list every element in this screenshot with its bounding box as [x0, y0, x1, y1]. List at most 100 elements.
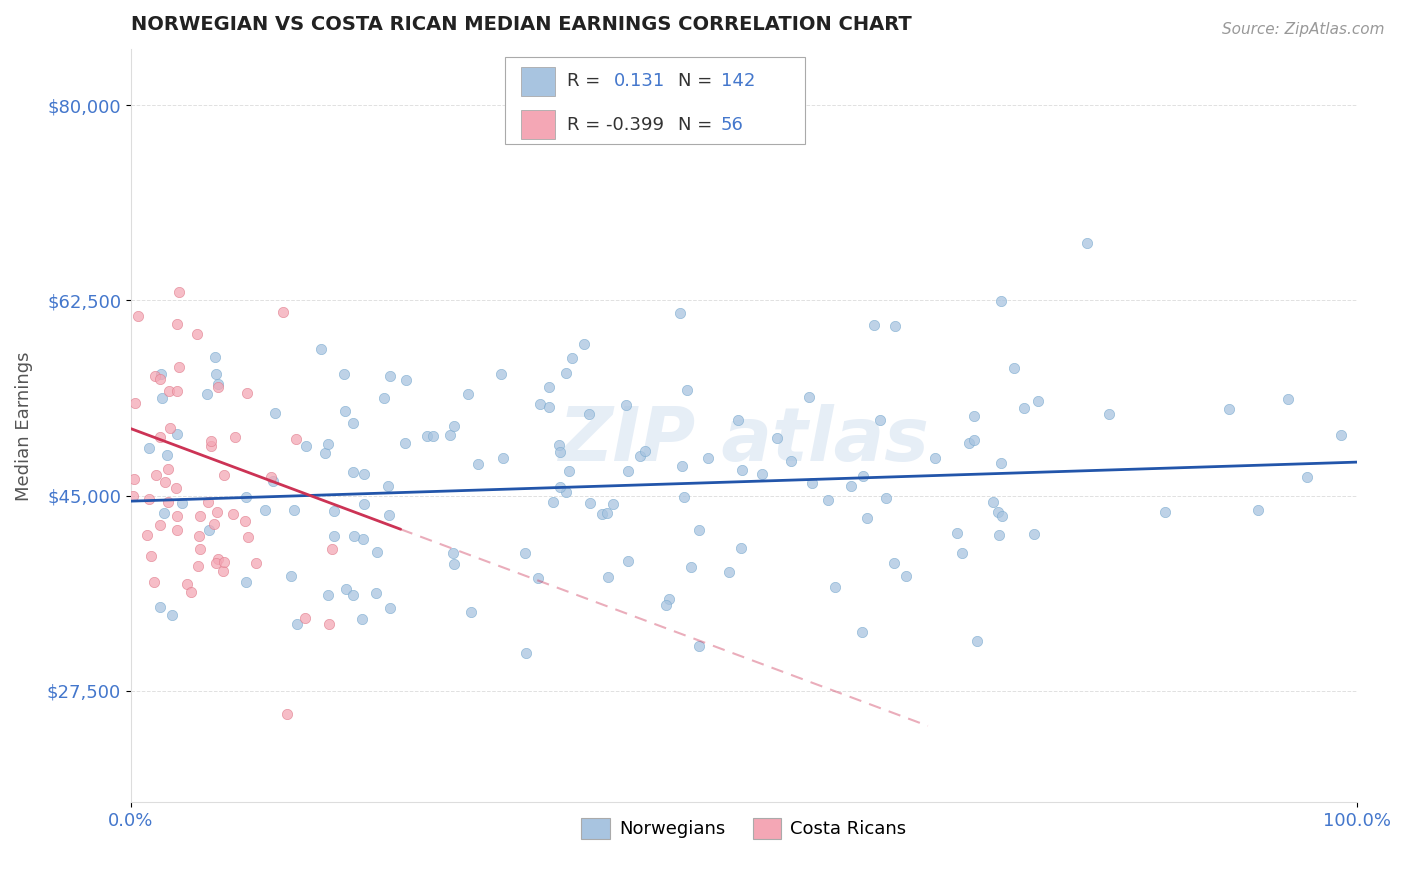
Point — [730, 463, 752, 477]
Point — [515, 646, 537, 660]
Point — [991, 509, 1014, 524]
Point — [800, 475, 823, 490]
Point — [1002, 361, 1025, 376]
Point — [212, 565, 235, 579]
Point — [342, 465, 364, 479]
Point — [558, 464, 581, 478]
Point — [204, 351, 226, 365]
Point — [869, 413, 891, 427]
Point — [851, 624, 873, 639]
Point — [284, 433, 307, 447]
Point — [212, 555, 235, 569]
Point — [333, 367, 356, 381]
Point — [541, 495, 564, 509]
Point — [135, 528, 157, 542]
Point — [1012, 401, 1035, 416]
Point — [166, 317, 188, 331]
Point — [333, 404, 356, 418]
Point — [212, 467, 235, 482]
Point — [988, 527, 1011, 541]
Point — [441, 546, 464, 560]
Point — [260, 470, 283, 484]
Point — [121, 489, 143, 503]
Point — [863, 318, 886, 333]
Point — [141, 549, 163, 563]
Legend: Norwegians, Costa Ricans: Norwegians, Costa Ricans — [574, 811, 914, 846]
Text: ZIP atlas: ZIP atlas — [558, 404, 929, 477]
Text: R = -0.399: R = -0.399 — [568, 115, 665, 134]
Point — [264, 406, 287, 420]
Point — [167, 359, 190, 374]
Point — [127, 310, 149, 324]
Point — [353, 467, 375, 481]
Point — [681, 559, 703, 574]
Point — [285, 617, 308, 632]
Point — [159, 420, 181, 434]
Point — [554, 366, 576, 380]
Point — [378, 368, 401, 383]
Point — [697, 450, 720, 465]
Point — [730, 541, 752, 555]
FancyBboxPatch shape — [505, 57, 806, 144]
Point — [204, 556, 226, 570]
Point — [149, 367, 172, 381]
Point — [366, 545, 388, 559]
Point — [165, 482, 187, 496]
Point — [378, 600, 401, 615]
Text: 142: 142 — [721, 72, 755, 90]
Point — [688, 639, 710, 653]
Point — [950, 546, 973, 560]
Point — [153, 507, 176, 521]
Point — [634, 444, 657, 458]
Point — [124, 395, 146, 409]
Point — [855, 511, 877, 525]
Point — [1076, 235, 1098, 250]
Point — [883, 557, 905, 571]
Point — [143, 575, 166, 590]
Point — [378, 508, 401, 522]
Point — [548, 438, 571, 452]
Point — [314, 446, 336, 460]
Point — [138, 441, 160, 455]
Text: N =: N = — [678, 115, 711, 134]
Point — [271, 305, 294, 319]
Point — [596, 506, 619, 520]
Text: Source: ZipAtlas.com: Source: ZipAtlas.com — [1222, 22, 1385, 37]
Point — [614, 398, 637, 412]
Point — [145, 468, 167, 483]
Point — [188, 509, 211, 524]
Point — [195, 387, 218, 401]
Point — [295, 439, 318, 453]
Point — [197, 494, 219, 508]
Point — [294, 611, 316, 625]
Point — [616, 464, 638, 478]
Point — [617, 554, 640, 568]
Point — [1218, 402, 1240, 417]
Point — [224, 430, 246, 444]
Point — [316, 437, 339, 451]
Point — [233, 514, 256, 528]
Point — [966, 634, 988, 648]
Point — [124, 472, 146, 486]
Point — [186, 326, 208, 341]
Point — [990, 293, 1012, 308]
Point — [548, 480, 571, 494]
Point — [422, 429, 444, 443]
Point — [335, 582, 357, 596]
Point — [276, 706, 298, 721]
Point — [765, 431, 787, 445]
Point — [727, 413, 749, 427]
Point — [143, 368, 166, 383]
Point — [578, 407, 600, 421]
Point — [875, 491, 897, 506]
Point — [205, 367, 228, 381]
FancyBboxPatch shape — [520, 67, 555, 95]
Point — [207, 505, 229, 519]
Point — [200, 434, 222, 449]
Point — [254, 503, 277, 517]
Point — [1026, 394, 1049, 409]
Point — [235, 575, 257, 590]
Point — [321, 542, 343, 557]
Point — [157, 494, 180, 508]
Point — [839, 479, 862, 493]
